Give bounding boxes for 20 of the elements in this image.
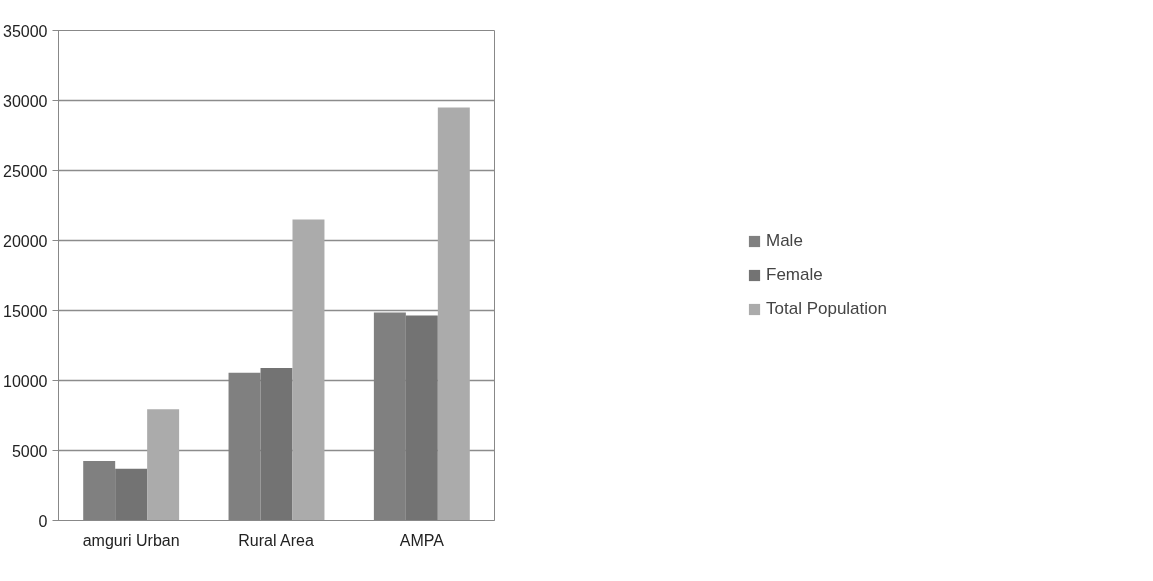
x-tick-label: amguri Urban [82,531,180,549]
y-tick-label: 5000 [11,442,48,460]
y-tick-label: 30000 [3,92,48,110]
bar [147,409,180,521]
x-tick-label: Rural Area [238,531,314,549]
legend-label: Total Population [766,299,887,319]
bar [437,107,470,521]
bar [405,315,438,521]
y-tick-label: 35000 [3,22,48,40]
y-tick-label: 15000 [3,302,48,320]
legend-label: Female [766,265,823,285]
x-tick-label: AMPA [399,531,445,549]
y-tick-label: 0 [38,512,48,530]
bar [260,367,293,521]
y-tick-label: 25000 [3,162,48,180]
y-tick-label: 10000 [3,372,48,390]
bar [115,468,148,521]
legend-label: Male [766,231,803,251]
y-tick-label: 20000 [3,232,48,250]
bar [292,219,325,521]
